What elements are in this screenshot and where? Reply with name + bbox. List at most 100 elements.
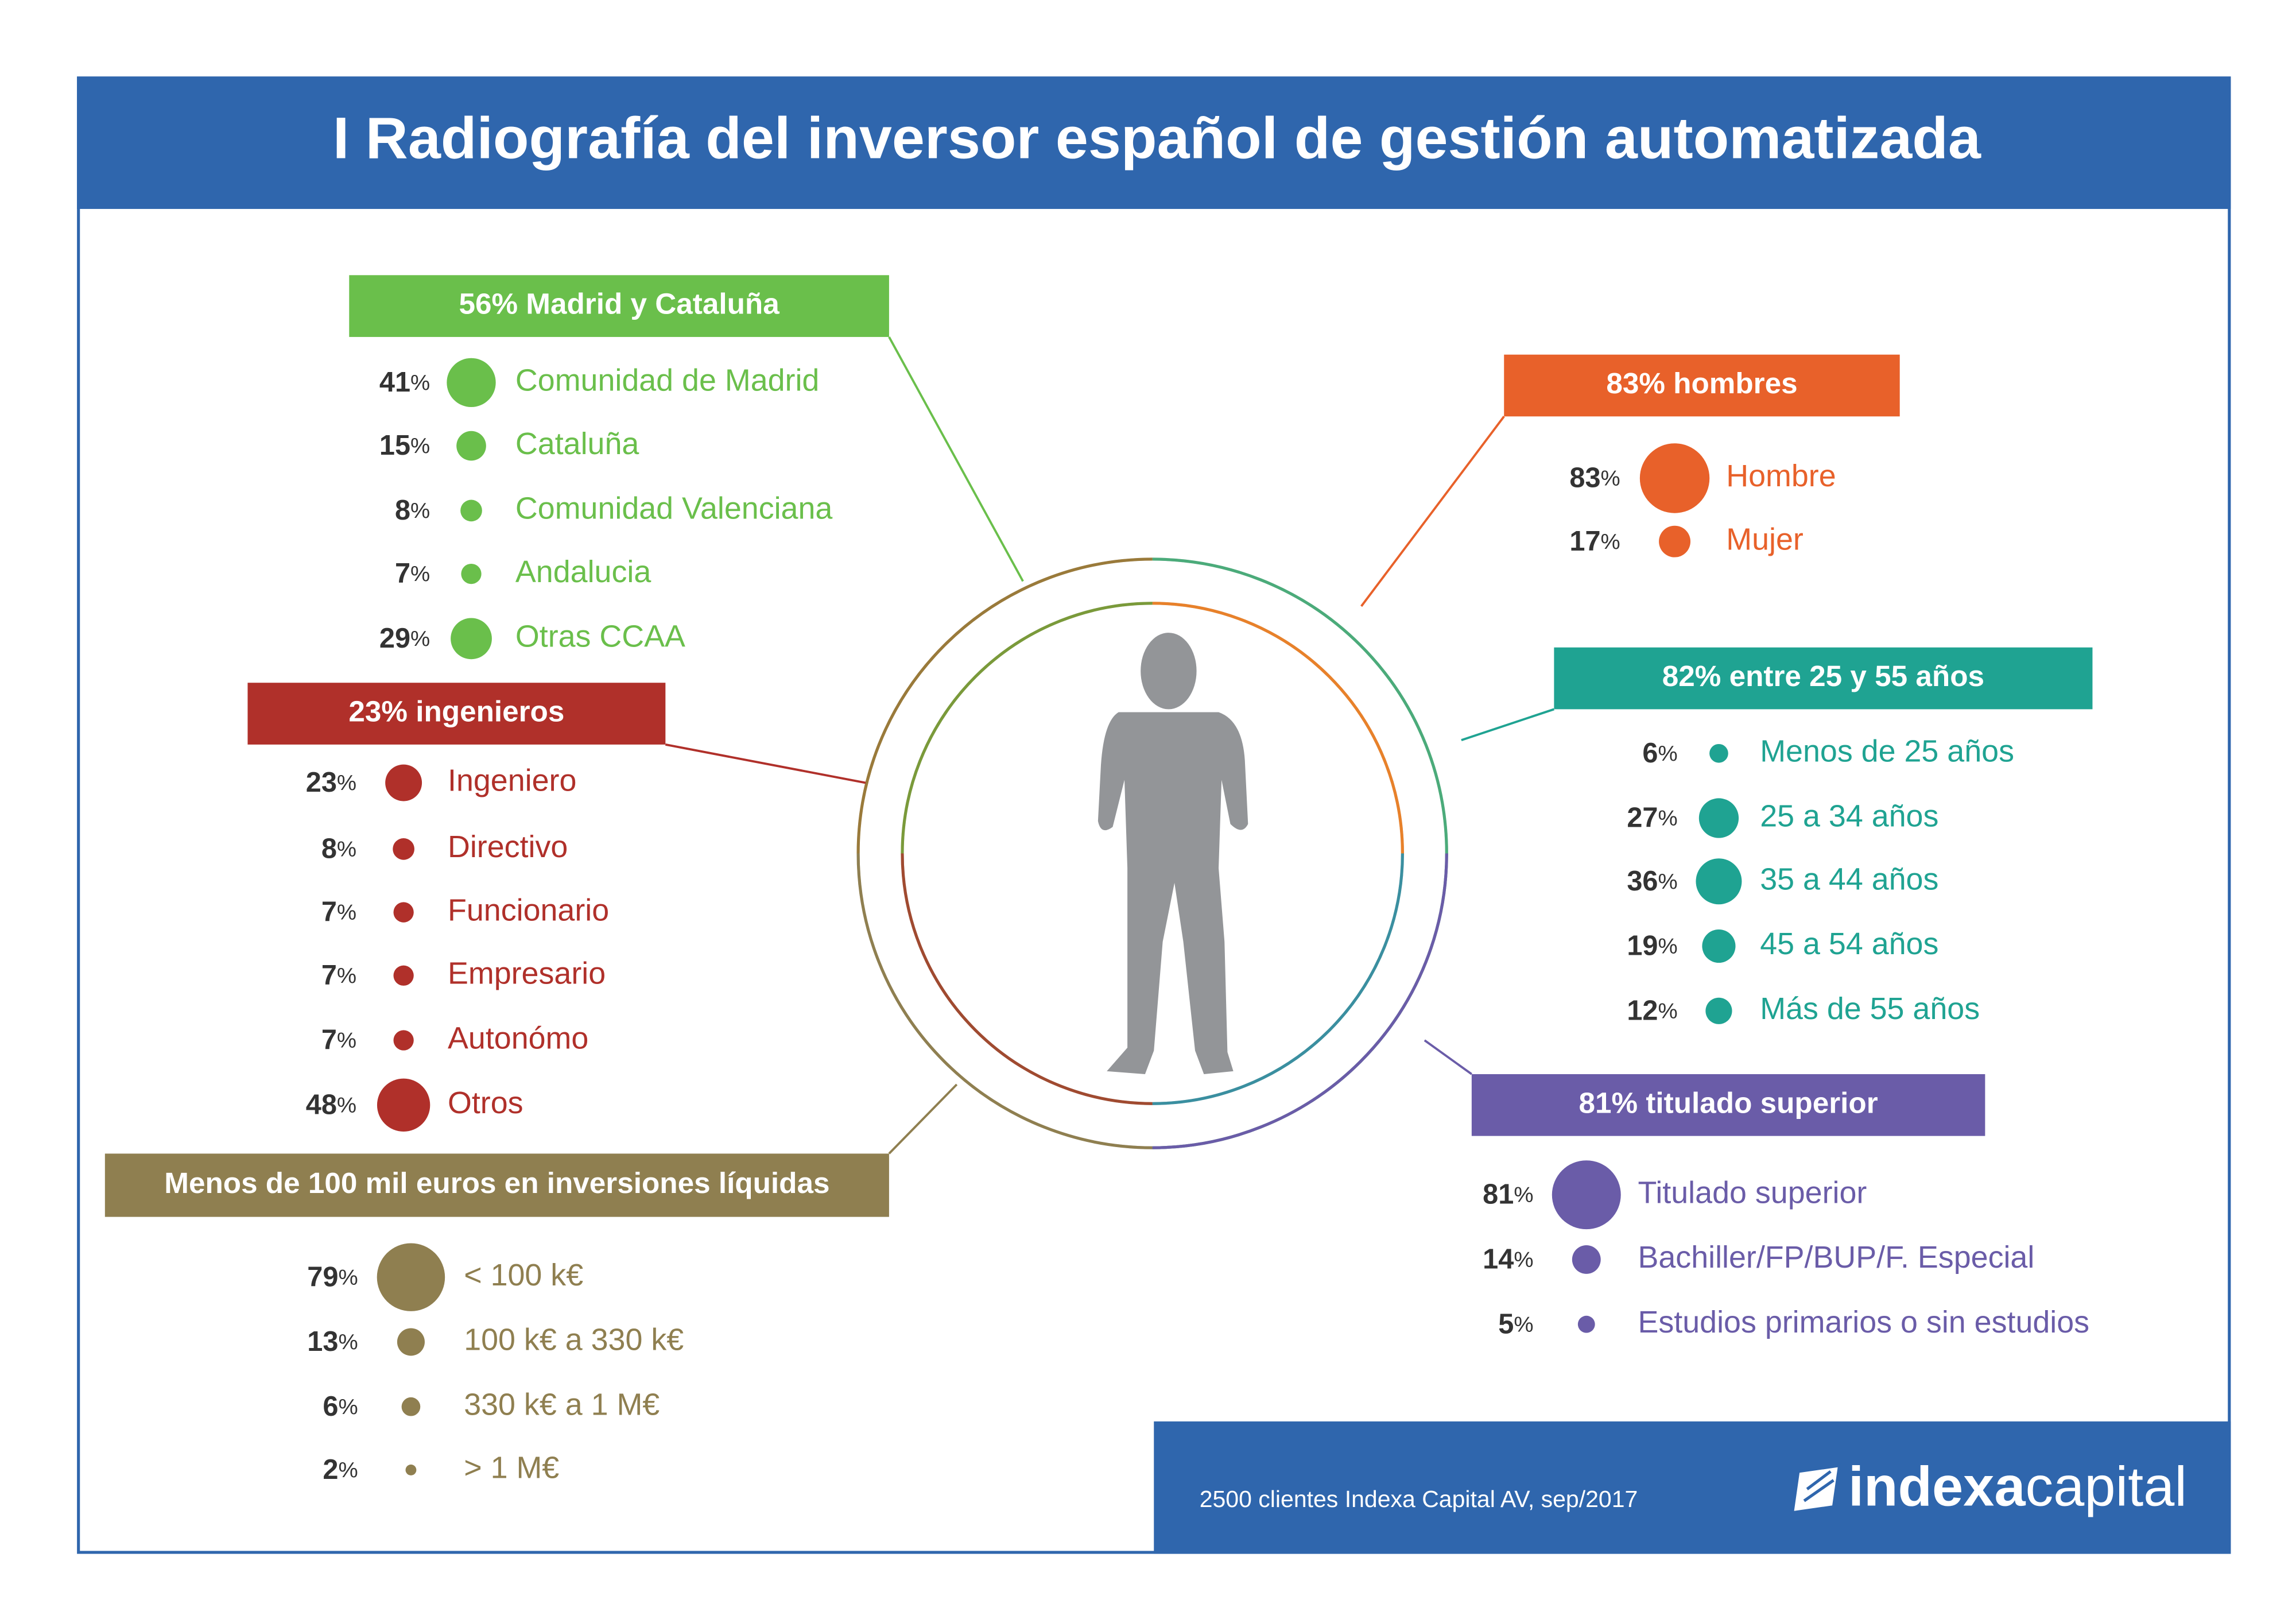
percent-number: 23 [306, 767, 337, 798]
percent-number: 36 [1627, 866, 1658, 897]
title-band [77, 76, 2231, 209]
percent-sign: % [1514, 1312, 1533, 1337]
percent-sign: % [410, 561, 430, 586]
percent-sign: % [410, 370, 430, 395]
item-value: 15% [379, 430, 430, 461]
logo-icon [1790, 1463, 1841, 1514]
source-note: 2500 clientes Indexa Capital AV, sep/201… [1200, 1486, 1638, 1512]
item-label: Cataluña [515, 427, 639, 461]
item-value: 7% [395, 558, 430, 589]
item-value: 8% [395, 495, 430, 526]
item-value: 29% [379, 623, 430, 654]
item-label: 100 k€ a 330 k€ [464, 1323, 684, 1357]
item-value: 6% [1642, 738, 1677, 769]
item-value: 6% [323, 1391, 358, 1422]
bubble [405, 1465, 417, 1475]
connector [1461, 708, 1554, 742]
center-figure [856, 557, 1448, 1149]
percent-number: 29 [379, 623, 410, 654]
ring-arc [1152, 602, 1404, 854]
percent-number: 15 [379, 430, 410, 461]
bubble [397, 1328, 425, 1356]
section: 83% hombres 83% Hombre 17% Mujer [1360, 354, 1900, 607]
percent-number: 7 [321, 1024, 337, 1055]
item-label: Comunidad Valenciana [515, 491, 833, 526]
percent-sign: % [1658, 869, 1677, 894]
item-label: 35 a 44 años [1760, 862, 1938, 896]
section-header-box [1471, 1074, 1985, 1136]
item-label: 25 a 34 años [1760, 799, 1938, 833]
percent-sign: % [337, 900, 356, 925]
ring-arc [1152, 853, 1404, 1105]
percent-number: 8 [321, 833, 337, 864]
bubble [447, 358, 496, 408]
item-label: Titulado superior [1638, 1175, 1867, 1210]
percent-number: 41 [379, 367, 410, 398]
percent-sign: % [337, 770, 356, 795]
bubble [1659, 525, 1691, 557]
percent-sign: % [1601, 466, 1620, 491]
bubble [393, 902, 414, 923]
item-value: 2% [323, 1454, 358, 1485]
item-value: 23% [306, 767, 356, 798]
section-header: 81% titulado superior [1579, 1086, 1878, 1119]
percent-sign: % [338, 1458, 358, 1482]
bubble [451, 618, 492, 660]
section-header: 82% entre 25 y 55 años [1662, 660, 1984, 692]
bubble [1577, 1315, 1595, 1333]
percent-sign: % [338, 1395, 358, 1419]
item-value: 19% [1627, 930, 1677, 961]
percent-sign: % [410, 498, 430, 523]
logo-light: capital [2025, 1455, 2186, 1517]
item-label: Ingeniero [448, 764, 576, 798]
ring-arc [856, 557, 1153, 854]
sections: 56% Madrid y Cataluña 41% Comunidad de Mad… [104, 275, 2093, 1485]
item-value: 7% [321, 960, 356, 991]
section-header-box [1554, 647, 2093, 710]
item-value: 48% [306, 1089, 356, 1120]
item-label: < 100 k€ [464, 1258, 583, 1292]
ring-arc [856, 853, 1153, 1149]
bubble [1696, 858, 1742, 905]
item-label: Estudios primarios o sin estudios [1638, 1305, 2089, 1339]
percent-sign: % [338, 1330, 358, 1354]
item-value: 7% [321, 1024, 356, 1055]
bubble [1709, 743, 1728, 763]
connector [665, 743, 866, 784]
bubble [1639, 443, 1710, 513]
item-label: Funcionario [448, 893, 609, 927]
percent-number: 14 [1483, 1244, 1514, 1275]
percent-number: 6 [323, 1391, 338, 1422]
bubble [1698, 798, 1739, 838]
item-value: 17% [1569, 526, 1620, 557]
percent-number: 6 [1642, 738, 1658, 769]
percent-sign: % [337, 1093, 356, 1118]
item-value: 81% [1483, 1179, 1533, 1210]
percent-number: 13 [307, 1326, 338, 1357]
ring-arc [1152, 853, 1448, 1149]
percent-sign: % [1658, 934, 1677, 959]
connector [888, 1083, 958, 1155]
percent-sign: % [337, 1028, 356, 1053]
item-label: 45 a 54 años [1760, 927, 1938, 961]
section-header-box [104, 1153, 889, 1217]
footer-band [1154, 1421, 2231, 1554]
item-value: 83% [1569, 462, 1620, 493]
item-label: Comunidad de Madrid [515, 363, 819, 398]
item-label: 330 k€ a 1 M€ [464, 1387, 660, 1421]
section: 56% Madrid y Cataluña 41% Comunidad de Mad… [349, 275, 1024, 660]
bubble [456, 431, 486, 461]
bubble [393, 838, 414, 860]
item-value: 27% [1627, 802, 1677, 833]
percent-sign: % [1658, 741, 1677, 766]
percent-sign: % [1601, 529, 1620, 554]
percent-sign: % [337, 837, 356, 862]
item-label: Hombre [1726, 459, 1836, 493]
item-label: Otras CCAA [515, 619, 685, 654]
percent-sign: % [1658, 999, 1677, 1024]
item-value: 5% [1498, 1308, 1533, 1339]
section-header: 56% Madrid y Cataluña [459, 288, 779, 320]
bubble [1572, 1245, 1601, 1274]
